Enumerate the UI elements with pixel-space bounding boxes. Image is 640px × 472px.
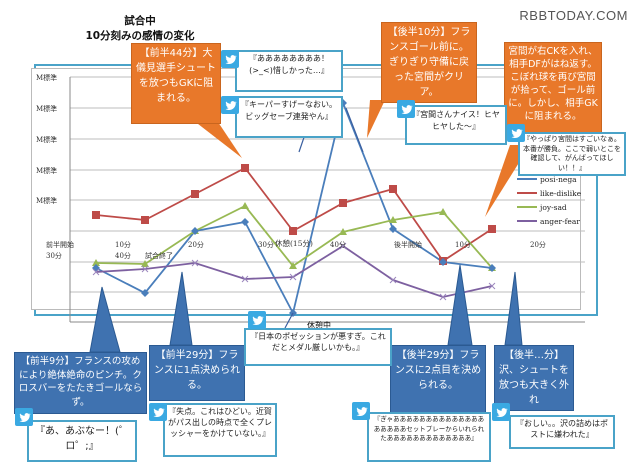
legend: posi-nega like-dislike joy-sad anger-fea… [517,172,581,228]
twitter-bird-icon [507,124,525,142]
callout-second-last: 【後半…分】沢、シュートを放つも大きく外れ [494,345,574,411]
tweet-7: 『失点。これはひどい。近賀がパス出しの時点で全くプレッシャーをかけていない。』 [163,403,277,457]
x-label-second-20: 20分 [530,241,546,249]
tweet-8: 『ぎゃあああああああああああああああああああセットプレーからいれられたあああああ… [367,412,491,462]
x-label-full-time: 試合終了 [145,252,173,260]
callout-second-10: 【後半10分】フランスゴール前に。ぎりぎり守備に戻った宮間がクリア。 [381,22,477,103]
x-label-30b: 30分 [46,252,62,260]
tweet-6: 『あ、あぶなー！(゜ロ゜;』 [27,420,137,462]
callout-second-29: 【後半29分】フランスに2点目を決められる。 [390,345,486,413]
tweet-5: 『日本のポゼッションが悪すぎ。これだとメダル厳しいかも。』 [244,328,392,366]
tweet-9: 『おしい。。沢の詰めはポストに嫌われた』 [509,415,615,449]
title-line-1: 試合中 [124,15,156,27]
legend-swatch-icon [517,178,537,180]
title-line-2: 10分刻みの感情の変化 [85,30,195,42]
twitter-bird-icon [352,402,370,420]
tweet-2: 『キーパーすげーなおい。ビッグセーブ連発やん』 [235,96,343,138]
blue-pointers [89,264,523,353]
twitter-bird-icon [221,50,239,68]
x-label-break: 休憩(15分) [275,239,313,248]
y-label-3: M標準 [36,136,58,144]
x-label-start: 前半開始 [46,241,74,249]
legend-swatch-icon [517,220,537,222]
twitter-bird-icon [248,311,266,329]
twitter-bird-icon [397,100,415,118]
y-label-4: M標準 [36,167,58,175]
chart-title: 試合中 10分刻みの感情の変化 [40,14,240,44]
callout-second-ck: 宮間が右CKを入れ、相手DFがはね返す。こぼれ球を再び宮間が拾って、ゴール前に。… [504,42,602,136]
legend-swatch-icon [517,192,537,194]
x-label-second-start: 後半開始 [394,241,422,249]
tweet-3: 『宮間さんナイス！ヒヤヒヤした～』 [405,105,507,145]
x-label-20: 20分 [188,241,204,249]
twitter-bird-icon [492,403,510,421]
y-label-5: M標準 [36,197,58,205]
x-label-30: 30分 [258,241,274,249]
twitter-bird-icon [149,403,167,421]
legend-item-like-dislike: like-dislike [517,186,581,200]
twitter-bird-icon [221,96,239,114]
y-label-1: M標準 [36,74,58,82]
callout-first-29: 【前半29分】フランスに1点決められる。 [149,345,245,401]
legend-item-joy-sad: joy-sad [517,200,581,214]
x-label-40b: 40分 [115,252,131,260]
tweet-4: 『やっぱり宮間はすごいなぁ。本番が勝負。ここで弱いとこを確認して、がんばってほし… [518,132,626,176]
y-label-2: M標準 [36,105,58,113]
callout-first-9: 【前半9分】フランスの攻めにより絶体絶命のピンチ。クロスバーをたたきゴールならず… [14,352,147,414]
legend-item-anger-fear: anger-fear [517,214,581,228]
markers-anger-fear [92,242,496,301]
callout-first-44: 【前半44分】大儀見選手シュートを放つもGKに阻まれる。 [131,43,221,124]
tweet-1: 『ああああああああ！(>_<)惜しかった…』 [235,50,343,92]
x-label-10: 10分 [115,241,131,249]
legend-item-posi-nega: posi-nega [517,172,581,186]
watermark: RBBTODAY.COM [519,8,628,23]
pause-label: 休憩中 [307,321,331,330]
twitter-bird-icon [15,408,33,426]
x-label-40: 40分 [330,241,346,249]
legend-swatch-icon [517,206,537,208]
x-label-second-10: 10分 [455,241,471,249]
